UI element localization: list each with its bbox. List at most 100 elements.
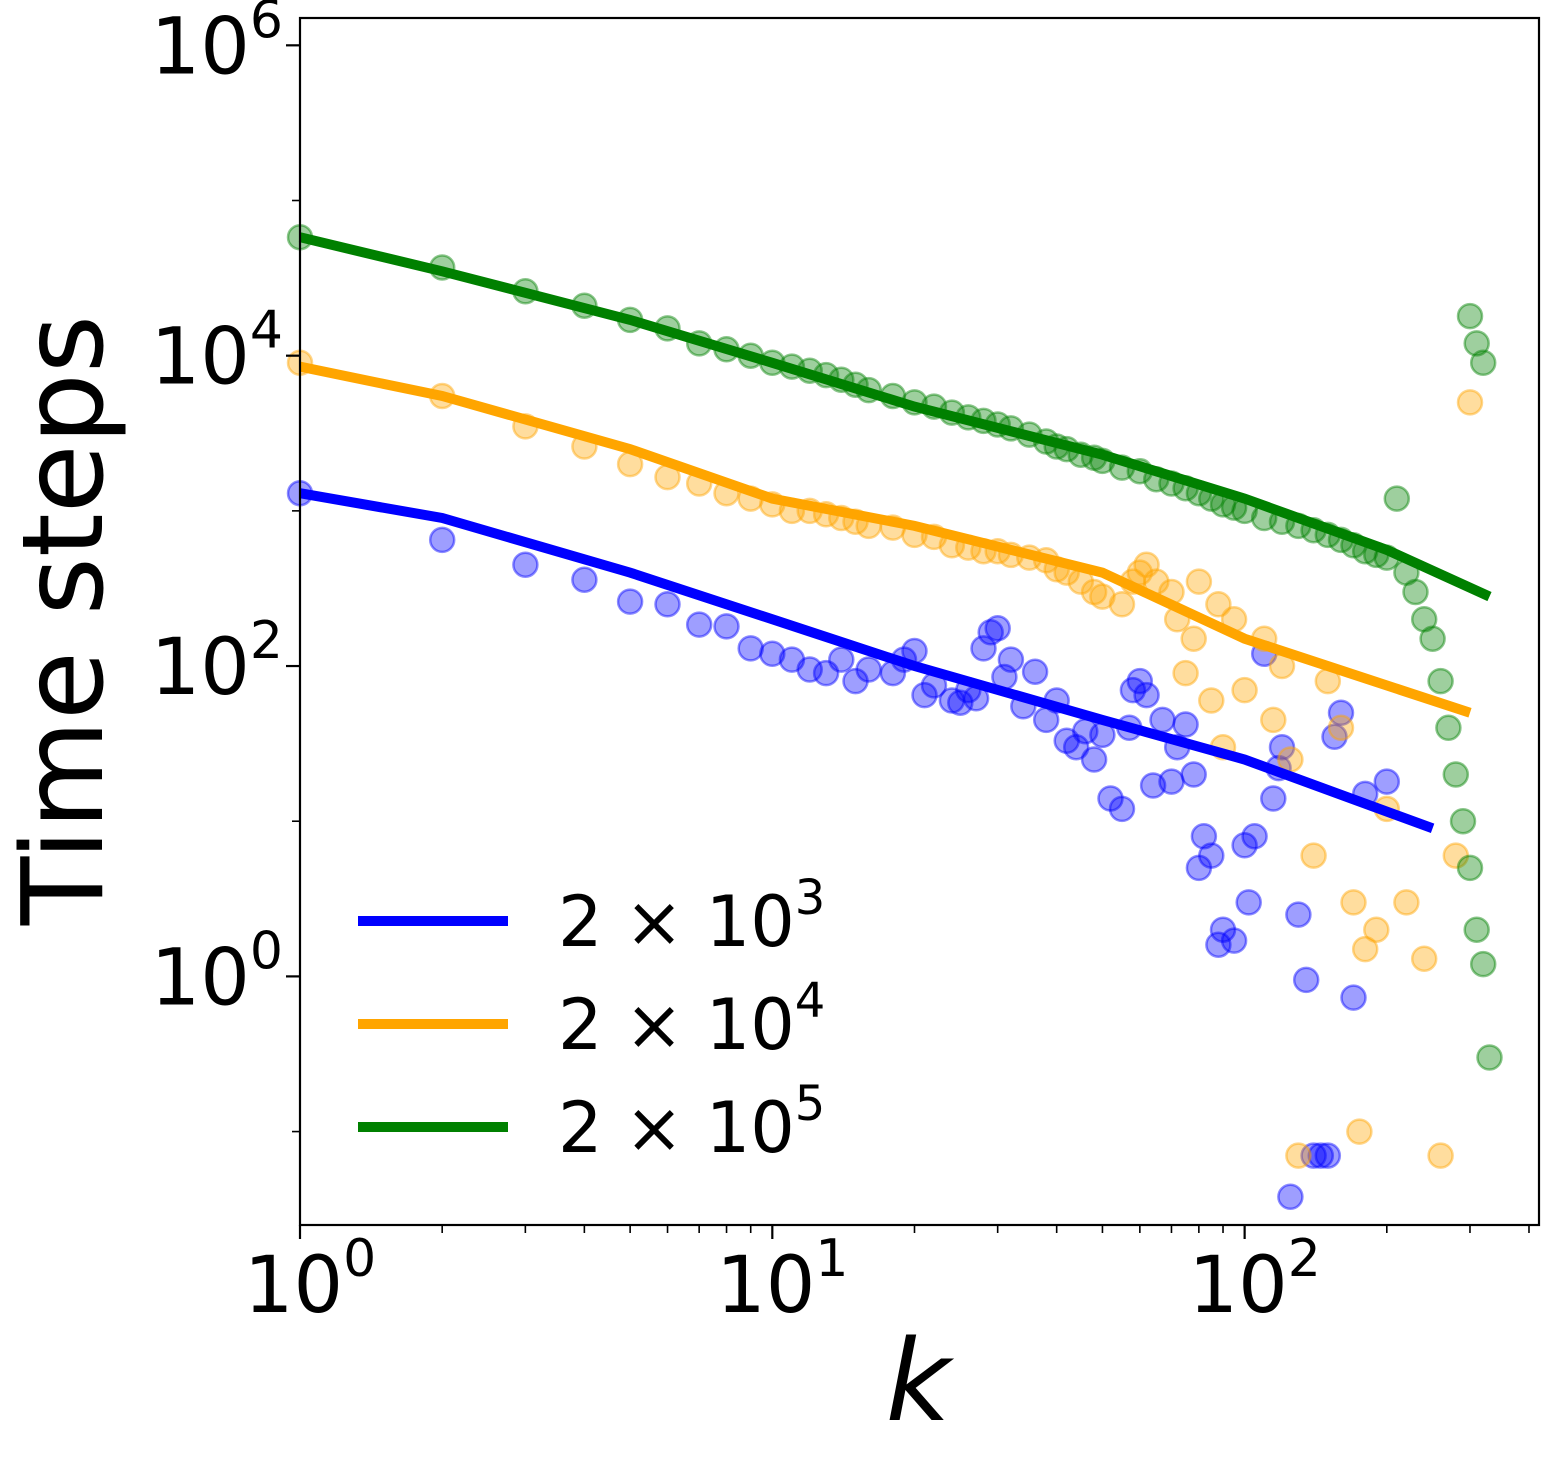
series-1-point-60 [1241, 823, 1268, 850]
series-2-point-31 [1089, 583, 1116, 610]
series-2-point-62 [1427, 1142, 1454, 1169]
series-2-point-30 [1080, 578, 1108, 606]
legend-label-2-exponent: 4 [795, 973, 826, 1029]
legend-label-2-base: 2 × 10 [558, 984, 795, 1066]
series-2-point-40 [1180, 625, 1207, 652]
series-1-point-12 [796, 656, 823, 683]
series-1-point-3 [512, 551, 539, 578]
y-tick-label-2-base: 10 [151, 623, 250, 713]
series-3-fit-line [298, 232, 1492, 602]
series-2-point-60 [1393, 889, 1420, 916]
series-3-point-58 [1435, 714, 1462, 742]
series-1-point-5 [616, 588, 644, 615]
y-tick-label-2-exponent: 2 [250, 611, 283, 671]
legend-label-3: 2 × 105 [558, 1076, 825, 1169]
series-1-point-47 [1149, 706, 1176, 734]
y-tick-label-6-exponent: 6 [250, 0, 283, 50]
series-3-point-57 [1427, 667, 1454, 695]
series-1-point-43 [1119, 676, 1147, 704]
series-1-point-67 [1292, 966, 1320, 994]
x-tick-label-0: 100 [244, 1229, 376, 1331]
legend-label-3-base: 2 × 10 [558, 1087, 795, 1169]
series-2-point-54 [1327, 714, 1355, 742]
series-3-point-66 [1463, 330, 1490, 357]
series-1-point-55 [1205, 931, 1232, 958]
series-2-point-57 [1351, 935, 1379, 963]
series-1-point-69 [1307, 1142, 1335, 1169]
series-1-point-26 [970, 635, 997, 662]
x-tick-label-1-base: 10 [716, 1241, 815, 1331]
x-tick-label-2: 102 [1188, 1229, 1320, 1331]
series-1-point-64 [1268, 733, 1296, 761]
y-tick-label-2: 102 [151, 611, 283, 713]
series-3-point-65 [1456, 302, 1484, 330]
series-1-point-59 [1235, 889, 1262, 916]
series-2-point-51 [1285, 1142, 1312, 1169]
series-1-point-53 [1190, 823, 1218, 850]
series-1-point-38 [1080, 746, 1108, 773]
series-1-point-2 [428, 526, 456, 554]
series-2-point-43 [1205, 591, 1232, 618]
series-1-point-6 [654, 591, 681, 618]
series-2-point-58 [1363, 916, 1390, 943]
series-1-point-10 [759, 640, 786, 668]
series-2-point-48 [1260, 706, 1287, 734]
plot-frame [298, 16, 1541, 1227]
y-axis-title: Time steps [0, 315, 129, 926]
legend-label-3-exponent: 5 [795, 1076, 826, 1132]
series-1-point-52 [1185, 854, 1213, 882]
series-1-point-36 [1062, 733, 1090, 761]
series-1-point-70 [1314, 1142, 1342, 1169]
fit-lines [298, 232, 1492, 833]
series-1-point-35 [1053, 727, 1080, 755]
series-1-point-14 [828, 646, 855, 673]
series-2-point-63 [1442, 842, 1470, 869]
series-3-point-54 [1402, 578, 1429, 606]
legend-label-1-exponent: 3 [795, 870, 826, 926]
y-tick-label-0-exponent: 0 [250, 921, 283, 981]
series-1-point-45 [1133, 681, 1160, 709]
series-1-point-40 [1097, 785, 1124, 812]
series-1-point-57 [1220, 927, 1248, 954]
series-2-point-35 [1133, 551, 1160, 578]
y-tick-label-4: 104 [151, 301, 283, 403]
legend-label-1: 2 × 103 [558, 870, 825, 963]
series-1-point-58 [1231, 832, 1258, 859]
series-1-point-9 [737, 635, 764, 662]
series-1-point-23 [947, 689, 974, 716]
series-3-point-52 [1383, 485, 1411, 512]
series-1-point-65 [1277, 1183, 1304, 1211]
x-tick-label-2-exponent: 2 [1288, 1229, 1321, 1289]
y-tick-label-6-base: 10 [151, 2, 250, 92]
series-1-point-71 [1321, 723, 1348, 751]
x-axis-tick-labels: 100 101 102 [244, 1229, 1321, 1331]
series-1-point-62 [1260, 785, 1287, 812]
y-tick-label-4-exponent: 4 [250, 301, 283, 361]
series-1-point-72 [1327, 699, 1355, 727]
series-1-point-50 [1172, 711, 1199, 738]
series-1-point-20 [911, 681, 938, 709]
series-1-point-32 [1021, 658, 1049, 685]
series-1-point-66 [1285, 901, 1312, 928]
scatter-points [286, 223, 1503, 1211]
legend-label-1-base: 2 × 10 [558, 881, 795, 963]
series-1-point-56 [1209, 916, 1237, 943]
y-tick-label-0: 100 [151, 921, 283, 1023]
x-axis-title: k [886, 1317, 955, 1447]
series-2-point-46 [1231, 676, 1258, 704]
series-3-point-55 [1410, 606, 1438, 633]
series-3-point-59 [1442, 761, 1470, 788]
series-1-point-75 [1373, 768, 1401, 795]
x-axis-ticks [298, 1225, 1530, 1239]
x-tick-label-1-exponent: 1 [815, 1229, 848, 1289]
x-tick-label-2-base: 10 [1188, 1241, 1287, 1331]
series-3-point-62 [1463, 916, 1490, 943]
series-1-point-7 [685, 611, 713, 638]
series-1-point-8 [713, 613, 740, 640]
series-2-point-64 [1456, 389, 1484, 416]
series-1-point-68 [1300, 1142, 1327, 1169]
series-2-point-56 [1346, 1118, 1373, 1145]
x-tick-label-0-base: 10 [244, 1241, 343, 1331]
